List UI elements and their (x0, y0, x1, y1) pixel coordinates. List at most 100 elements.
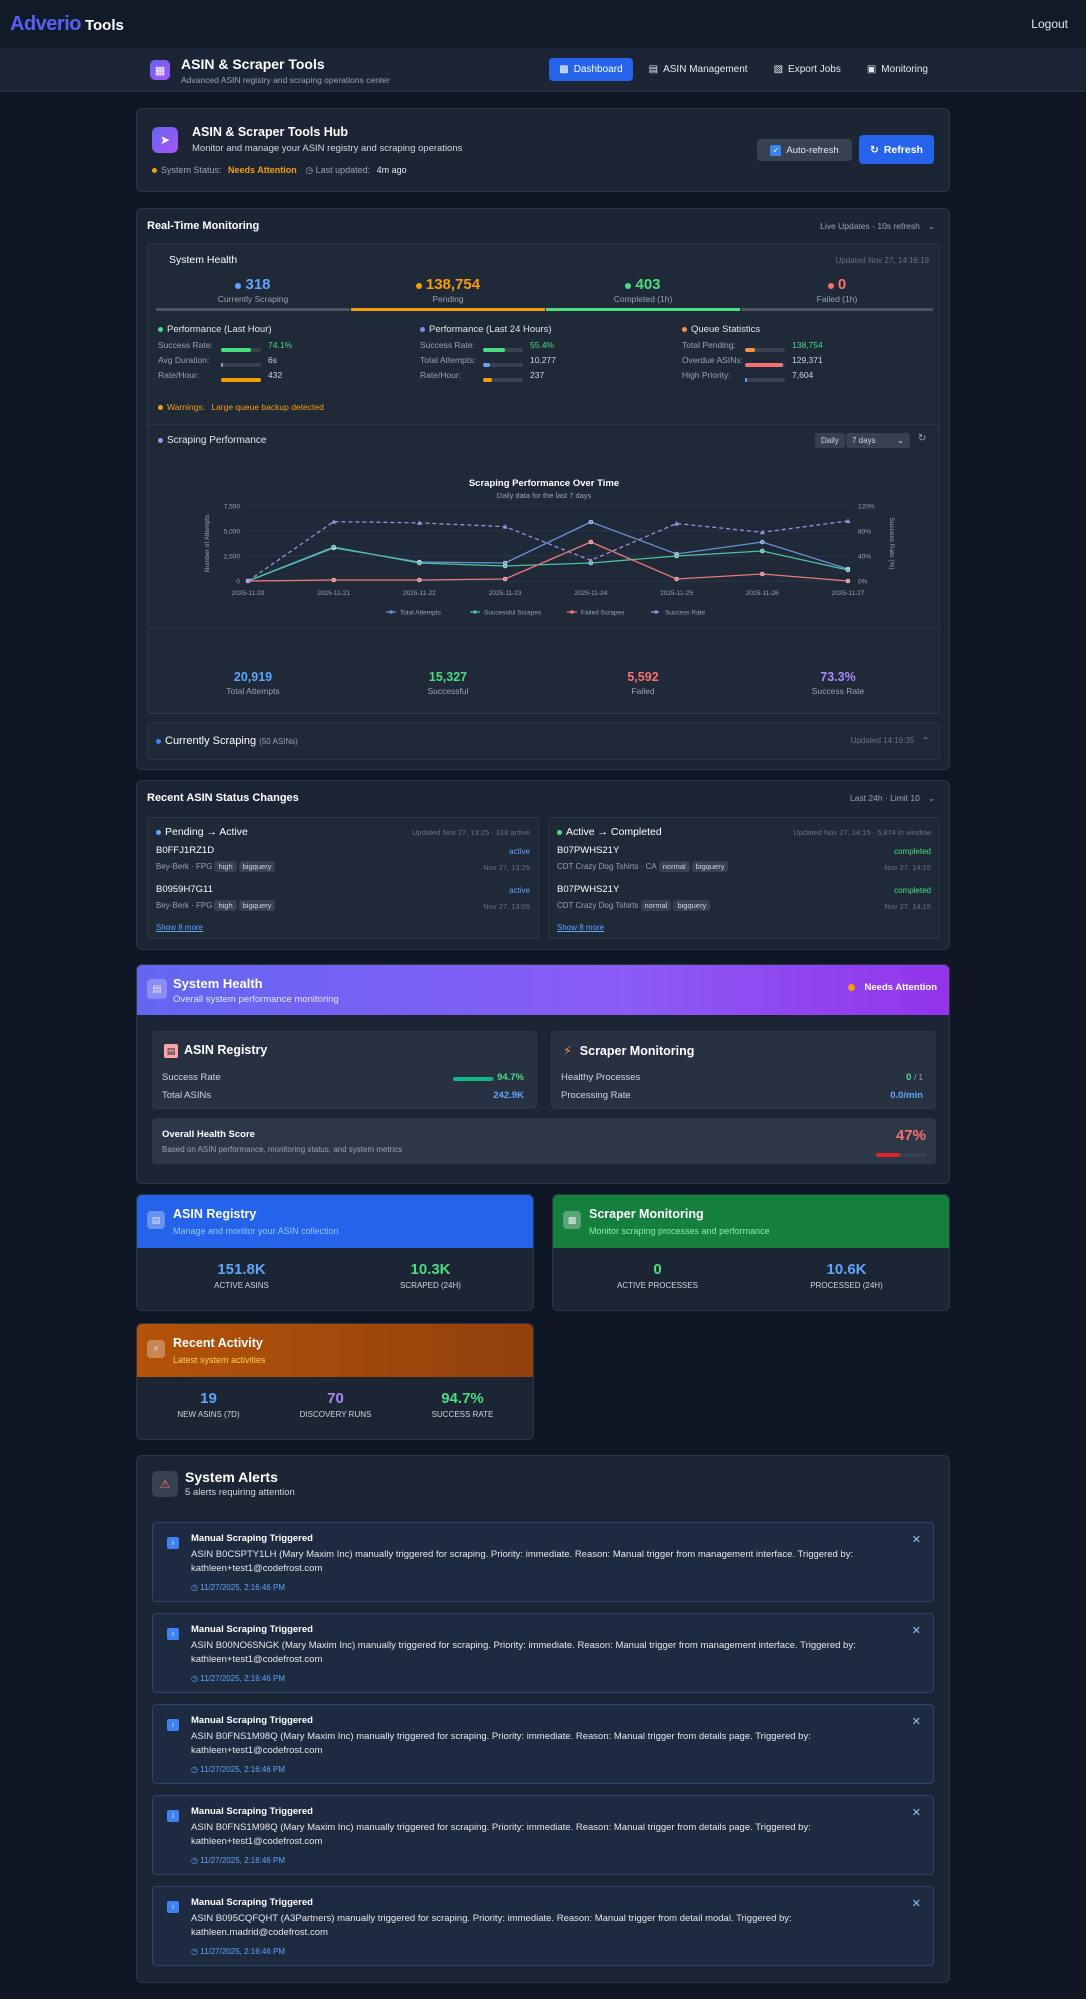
metric-bar (483, 374, 523, 384)
bar-track (876, 1153, 926, 1158)
alert-title: Manual Scraping Triggered (191, 1624, 313, 1635)
bar-track (453, 1077, 495, 1082)
reload-chart-icon[interactable]: ↻ (918, 433, 927, 444)
asin-change-item[interactable]: B0FFJ1RZ1D active Bey-Berk · FPG high bigq… (156, 845, 530, 881)
metric-row: Rate/Hour: 237 (420, 370, 670, 385)
alert-message: ASIN B0FNS1M98Q (Mary Maxim Inc) manuall… (191, 1822, 811, 1847)
metric-row: Success Rate: 74.1% (158, 340, 408, 355)
tile-stat: 10.3K SCRAPED (24H) (336, 1261, 525, 1290)
clock-icon: ◷ (191, 1674, 201, 1683)
metric-row: Rate/Hour: 432 (158, 370, 408, 385)
badge-text: Needs Attention (864, 982, 937, 993)
tab-asin-management[interactable]: ▤ ASIN Management (639, 58, 758, 81)
warning-dot (158, 405, 163, 411)
metric-value: 138,754 (792, 340, 823, 350)
healthy-value: 0 / 1 (906, 1072, 923, 1083)
chart-icon: ▩ (563, 1211, 581, 1229)
activity-tile[interactable]: ⚡ Recent Activity Latest system activiti… (136, 1323, 534, 1440)
total-attempts: 20,919 Total Attempts (158, 670, 348, 696)
bar-track (745, 347, 785, 352)
system-status-line: System Status: Needs Attention ◷ Last up… (152, 165, 407, 176)
y2-tick-label: 120% (858, 504, 875, 511)
stat-pending: 138,754 Pending (351, 276, 545, 311)
scraper-tile[interactable]: ▩ Scraper Monitoring Monitor scraping pr… (552, 1194, 950, 1311)
bar-track (221, 362, 261, 367)
success-label: Success Rate (162, 1072, 221, 1083)
tile-stat: 70 DISCOVERY RUNS (272, 1390, 399, 1419)
status-filter[interactable]: Last 24h · Limit 10 ⌄ (850, 793, 935, 804)
asin-meta: CDT Crazy Dog Tshirts · CA normal bigquery (557, 861, 729, 872)
asin-change-item[interactable]: B07PWHS21Y completed CDT Crazy Dog Tshir… (557, 884, 931, 920)
chart-title: Scraping Performance Over Time (469, 478, 619, 489)
chevron-down-icon: ⌄ (897, 436, 904, 445)
tile-stat-label: SUCCESS RATE (431, 1410, 494, 1419)
dismiss-alert-button[interactable]: ✕ (911, 1625, 921, 1637)
status-changes-card: Recent ASIN Status Changes Last 24h · Li… (136, 780, 950, 950)
tile-stat: 94.7% SUCCESS RATE (399, 1390, 526, 1419)
range-select[interactable]: 7 days ⌄ (846, 433, 910, 448)
group-title: Performance (Last 24 Hours) (420, 324, 670, 335)
show-more-link[interactable]: Show 8 more (156, 923, 204, 932)
stat-value: 138,754 (425, 276, 481, 293)
metric-row: Overdue ASINs: 129,371 (682, 355, 932, 370)
asin-change-item[interactable]: B0959H7G11 active Bey-Berk · FPG high bigq… (156, 884, 530, 920)
alert-item: i Manual Scraping Triggered ASIN B00NO6S… (152, 1613, 934, 1693)
auto-refresh-toggle[interactable]: ✓ Auto-refresh (757, 139, 852, 161)
bar-track (221, 347, 261, 352)
series-point (502, 576, 508, 582)
live-updates-toggle[interactable]: Live Updates - 10s refresh ⌄ (820, 221, 935, 232)
hub-subtitle: Monitor and manage your ASIN registry an… (192, 143, 463, 154)
tag-pill: high (214, 861, 237, 872)
tile-stat-label: ACTIVE ASINS (214, 1281, 269, 1290)
current-updated: Updated 14:16:35 ⌃ (851, 736, 929, 745)
registry-tile[interactable]: ▤ ASIN Registry Manage and monitor your … (136, 1194, 534, 1311)
siren-icon: ⚠ (152, 1471, 178, 1497)
tab-monitoring[interactable]: ▣ Monitoring (857, 58, 938, 81)
series-point (759, 529, 765, 535)
series-point (588, 557, 594, 563)
bar-fill (745, 362, 783, 367)
tab-export-jobs[interactable]: ▧ Export Jobs (764, 58, 851, 81)
alerts-title: System Alerts (185, 1469, 278, 1485)
metric-row: Total Pending: 138,754 (682, 340, 932, 355)
tab-dashboard[interactable]: ▩ Dashboard (549, 58, 633, 81)
logout-button[interactable]: Logout (1031, 17, 1068, 31)
perf-day-group: Performance (Last 24 Hours) Success Rate… (420, 324, 670, 385)
tag-pill: normal (640, 900, 672, 911)
refresh-button[interactable]: ↻ Refresh (859, 135, 934, 164)
stat-completed: 403 Completed (1h) (546, 276, 740, 311)
alert-item: i Manual Scraping Triggered ASIN B0FNS1M… (152, 1795, 934, 1875)
total-value: 5,592 (627, 670, 659, 684)
show-more-link[interactable]: Show 8 more (557, 923, 605, 932)
logo[interactable]: Adverio Tools (10, 13, 124, 36)
bar-fill (483, 362, 491, 367)
tile-stat-label: NEW ASINS (7D) (177, 1410, 240, 1419)
group-dot (682, 326, 687, 332)
total-value: 15,327 (428, 670, 468, 684)
info-icon: i (167, 1719, 179, 1731)
asin-code: B07PWHS21Y (557, 884, 620, 895)
lightning-icon: ⚡ (147, 1340, 165, 1358)
group-title-text: Performance (Last 24 Hours) (429, 324, 552, 335)
current-count: (50 ASINs) (259, 737, 298, 746)
tag-pill: bigquery (238, 900, 276, 911)
scraper-monitoring-health: ⚡ Scraper Monitoring Healthy Processes 0 … (551, 1031, 936, 1109)
dismiss-alert-button[interactable]: ✕ (911, 1807, 921, 1819)
export-icon: ▧ (773, 64, 784, 75)
series-point (417, 560, 422, 566)
metric-bar (745, 374, 785, 384)
dismiss-alert-button[interactable]: ✕ (911, 1898, 921, 1910)
metric-bar (221, 374, 261, 384)
dismiss-alert-button[interactable]: ✕ (911, 1534, 921, 1546)
chevron-down-icon: ⌄ (927, 221, 935, 231)
pending-to-active-panel: Pending → Active Updated Nov 27, 13:25 ·… (147, 817, 539, 939)
dismiss-alert-button[interactable]: ✕ (911, 1716, 921, 1728)
rtm-title: Real-Time Monitoring (147, 220, 260, 232)
granularity-select[interactable]: Daily (815, 433, 845, 448)
asin-change-item[interactable]: B07PWHS21Y completed CDT Crazy Dog Tshir… (557, 845, 931, 881)
perf-title: Scraping Performance (158, 435, 267, 446)
asin-status: completed (894, 847, 931, 856)
health-status-badge: Needs Attention (847, 982, 937, 993)
currently-scraping-panel[interactable]: Currently Scraping (50 ASINs) Updated 14… (147, 722, 940, 760)
dashboard-icon: ▩ (559, 64, 569, 75)
